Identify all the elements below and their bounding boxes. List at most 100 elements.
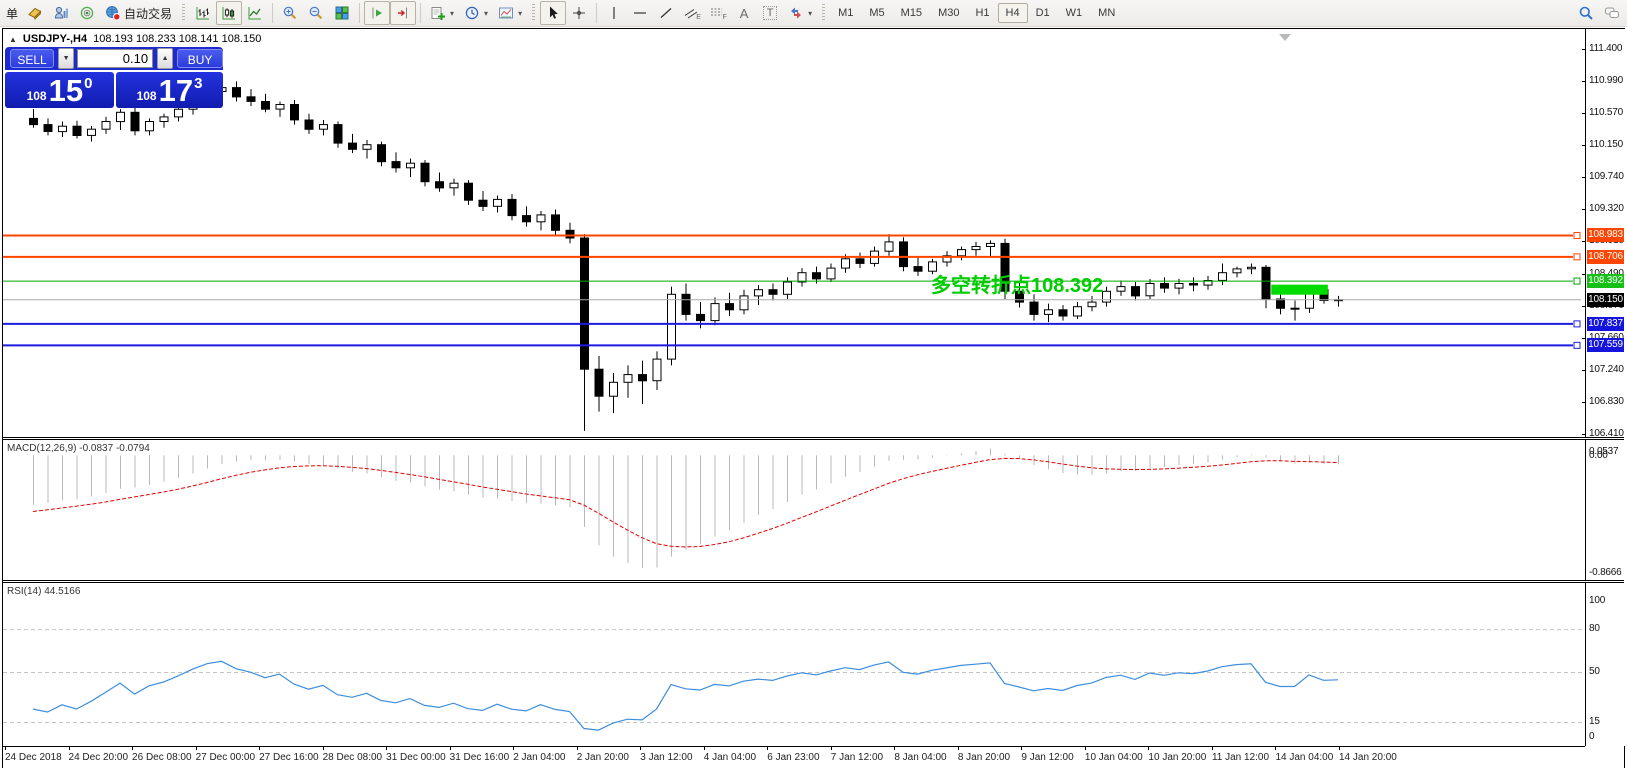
tile-windows-button[interactable] (329, 1, 355, 25)
time-axis-label: 9 Jan 12:00 (1021, 752, 1074, 763)
templates-button[interactable]: ▾ (493, 1, 527, 25)
text-label-tool-button[interactable]: T (757, 1, 783, 25)
auto-scroll-button[interactable] (390, 1, 417, 25)
buy-price-prefix: 108 (136, 89, 157, 103)
buy-price-display[interactable]: 108 17 3 (116, 72, 223, 108)
auto-trading-button[interactable]: 自动交易 (100, 2, 177, 24)
price-tick-label: 111.400 (1589, 43, 1623, 54)
price-tick-label: 109.320 (1589, 203, 1624, 215)
trade-panel-top-row: SELL ▼ ▲ BUY (5, 47, 223, 70)
chart-shift-button[interactable] (364, 1, 391, 25)
time-axis-label: 27 Dec 00:00 (195, 752, 256, 763)
time-axis-label: 8 Jan 04:00 (894, 752, 947, 763)
one-click-trade-panel: SELL ▼ ▲ BUY 108 15 0 108 17 3 (5, 47, 223, 108)
toolbar-drag-handle[interactable] (182, 4, 186, 22)
timeframe-button-m15[interactable]: M15 (900, 7, 923, 19)
chat-icon[interactable] (1599, 1, 1625, 25)
price-tick-label: 107.240 (1589, 363, 1624, 375)
sell-price-prefix: 108 (26, 89, 47, 103)
fibonacci-tool-button[interactable]: F (705, 1, 731, 25)
timeframe-button-m30[interactable]: M30 (938, 7, 960, 19)
chart-window: ▲ USDJPY-,H4 108.193 108.233 108.141 108… (2, 28, 1625, 768)
bar-chart-mode-button[interactable] (190, 1, 216, 25)
time-axis-label: 14 Jan 20:00 (1339, 752, 1397, 763)
truncated-menu-label[interactable]: 单 (6, 6, 19, 21)
time-axis-label: 8 Jan 20:00 (957, 752, 1011, 763)
fibo-tool-subscript: F (722, 13, 727, 21)
price-tick-label: 110.990 (1589, 74, 1624, 86)
chevron-down-icon[interactable]: ▾ (518, 8, 523, 18)
chevron-down-icon[interactable]: ▾ (484, 8, 489, 18)
new-chart-button[interactable]: ▾ (425, 1, 459, 25)
line-chart-mode-button[interactable] (242, 1, 268, 25)
timeframe-button-h1[interactable]: H1 (975, 7, 990, 19)
time-axis-label: 2 Jan 04:00 (513, 752, 566, 763)
crosshair-button[interactable] (566, 1, 592, 25)
scroll-to-end-marker[interactable] (1279, 34, 1291, 41)
candlestick-mode-button[interactable] (216, 1, 243, 25)
timeframe-button-m1[interactable]: M1 (838, 7, 854, 19)
zoom-out-button[interactable] (303, 1, 329, 25)
trendline-tool-button[interactable] (653, 1, 679, 25)
timeframe-button-w1[interactable]: W1 (1065, 7, 1083, 19)
chevron-down-icon[interactable]: ▾ (808, 8, 813, 18)
zoom-in-button[interactable] (277, 1, 303, 25)
price-axis[interactable]: 111.400 110.990 110.570 110.150 109.740 109.3… (1582, 29, 1625, 746)
candlestick-plot[interactable] (3, 29, 1585, 437)
price-tick-label: 106.830 (1589, 395, 1624, 407)
time-axis-label: 3 Jan 12:00 (640, 752, 693, 763)
rsi-plot[interactable] (3, 583, 1585, 746)
volume-increase-button[interactable]: ▲ (157, 48, 174, 69)
pane-splitter[interactable] (3, 437, 1624, 440)
rsi-axis-label: 15 (1589, 716, 1600, 727)
price-pane[interactable]: ▲ USDJPY-,H4 108.193 108.233 108.141 108… (3, 29, 1585, 437)
toolbar-separator (596, 3, 598, 23)
cursor-button[interactable] (540, 1, 567, 25)
ohlc-quotes-label: 108.193 108.233 108.141 108.150 (93, 33, 262, 45)
sell-button[interactable]: SELL (10, 49, 54, 68)
price-tick-label: 109.740 (1589, 171, 1624, 183)
chevron-down-icon[interactable]: ▾ (450, 8, 455, 18)
buy-button[interactable]: BUY (177, 49, 223, 68)
collapse-panel-icon[interactable]: ▲ (9, 34, 17, 44)
sell-price-display[interactable]: 108 15 0 (5, 72, 114, 108)
auto-trading-label: 自动交易 (124, 6, 173, 21)
price-tick-label: 110.570 (1589, 107, 1624, 119)
timeframe-group: M1 M5 M15 M30 H1 H4 D1 W1 MN (830, 3, 1123, 23)
time-axis-label: 24 Dec 20:00 (68, 752, 129, 763)
volume-decrease-button[interactable]: ▼ (58, 48, 75, 69)
signals-icon[interactable] (74, 1, 100, 25)
price-level-badge: 107.559 (1587, 338, 1624, 353)
timeframe-button-mn[interactable]: MN (1098, 7, 1116, 19)
market-watch-icon[interactable] (48, 1, 74, 25)
horizontal-line-tool-button[interactable] (627, 1, 653, 25)
vertical-line-tool-button[interactable] (601, 1, 627, 25)
time-axis-label: 14 Jan 04:00 (1275, 752, 1334, 763)
time-axis-label: 4 Jan 04:00 (703, 752, 757, 763)
rsi-axis-label: 100 (1589, 595, 1606, 606)
time-axis[interactable]: 24 Dec 2018 24 Dec 20:00 26 Dec 08:00 27 De… (3, 746, 1585, 768)
volume-input[interactable] (77, 49, 154, 68)
pane-splitter[interactable] (3, 580, 1624, 583)
macd-pane[interactable]: MACD(12,26,9) -0.0837 -0.0794 (3, 440, 1585, 580)
macd-axis-label: -0.8666 (1589, 567, 1622, 578)
toolbar-drag-handle[interactable] (822, 4, 826, 22)
timeframe-button-h4[interactable]: H4 (997, 3, 1028, 23)
timeframe-button-m5[interactable]: M5 (869, 7, 885, 19)
search-icon[interactable] (1573, 1, 1599, 25)
time-axis-label: 27 Dec 16:00 (259, 752, 319, 763)
time-axis-label: 26 Dec 08:00 (132, 752, 192, 763)
equidistant-channel-tool-button[interactable]: E (679, 1, 705, 25)
macd-plot[interactable] (3, 440, 1585, 580)
timeframe-button-d1[interactable]: D1 (1035, 7, 1050, 19)
rsi-axis-label: 0 (1589, 731, 1595, 742)
text-tool-button[interactable]: A (739, 5, 749, 21)
macd-axis-label: 0.0537 (1589, 446, 1619, 457)
new-order-icon[interactable] (22, 1, 48, 25)
rsi-pane[interactable]: RSI(14) 44.5166 (3, 583, 1585, 746)
periods-button[interactable]: ▾ (459, 1, 493, 25)
toolbar-drag-handle[interactable] (532, 4, 536, 22)
arrows-tool-button[interactable]: ▾ (783, 1, 817, 25)
toolbar-separator (272, 3, 274, 23)
time-axis-label: 31 Dec 00:00 (386, 752, 446, 763)
